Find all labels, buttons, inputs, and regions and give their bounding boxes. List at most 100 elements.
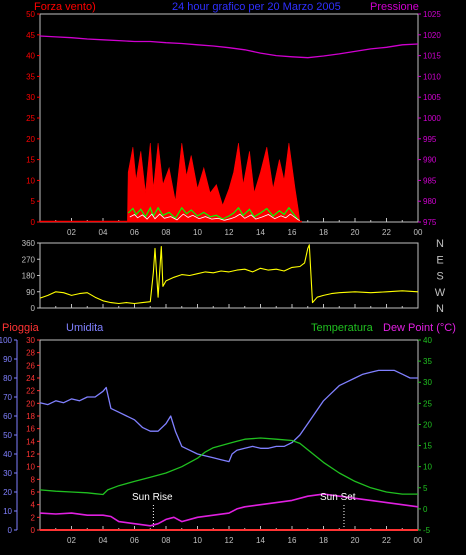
pressure-axis-tick-label: 980: [423, 197, 437, 206]
pressure-axis-tick-label: 995: [423, 135, 437, 144]
wind-axis-tick-label: 5: [31, 197, 36, 206]
temperature-axis-tick-label: -5: [423, 526, 431, 535]
rain-axis-tick-label: 6: [31, 488, 36, 497]
direction-axis-tick-label: 180: [22, 272, 36, 281]
humidity-line: [39, 369, 418, 463]
wind-pressure-x-label: 20: [351, 228, 360, 237]
humidity-axis-tick-label: 70: [3, 393, 12, 402]
direction-axis-tick-label: 90: [26, 288, 35, 297]
humidity-axis-tick-label: 10: [3, 507, 12, 516]
pressure-axis-tick-label: 1015: [423, 52, 441, 61]
wind-axis-tick-label: 25: [26, 114, 35, 123]
rain-humidity-x-label: 20: [351, 536, 360, 545]
temperature-axis-tick-label: 20: [423, 420, 432, 429]
humidity-axis-tick-label: 50: [3, 431, 12, 440]
rain-axis-tick-label: 20: [26, 399, 35, 408]
wind-axis-label: Forza vento): [34, 1, 96, 13]
wind-axis-tick-label: 10: [26, 176, 35, 185]
temperature-axis-tick-label: 10: [423, 463, 432, 472]
temperature-axis-label: Temperatura: [311, 322, 374, 334]
rain-humidity-x-label: 14: [256, 536, 265, 545]
humidity-axis-tick-label: 80: [3, 374, 12, 383]
sunrise-annotation: Sun Rise: [132, 492, 173, 503]
pressure-axis-tick-label: 1005: [423, 93, 441, 102]
wind-pressure-x-label: 06: [130, 228, 139, 237]
rain-humidity-x-label: 08: [162, 536, 171, 545]
pressure-line: [39, 35, 419, 59]
temperature-axis-tick-label: 40: [423, 336, 432, 345]
wind-direction-line: [39, 244, 419, 305]
pressure-axis-label: Pressione: [370, 1, 419, 13]
wind-axis-tick-label: 40: [26, 52, 35, 61]
humidity-axis-tick-label: 30: [3, 469, 12, 478]
wind-axis-tick-label: 20: [26, 135, 35, 144]
rain-humidity-x-label: 10: [193, 536, 202, 545]
wind-axis-tick-label: 50: [26, 10, 35, 19]
compass-label: W: [435, 287, 446, 299]
pressure-axis-tick-label: 1020: [423, 31, 441, 40]
wind-pressure-x-label: 00: [414, 228, 423, 237]
humidity-axis-tick-label: 20: [3, 488, 12, 497]
wind-min-line: [129, 213, 301, 222]
dewpoint-axis-label: Dew Point (°C): [383, 322, 456, 334]
dewpoint-line: [39, 493, 419, 527]
rain-humidity-frame: [39, 339, 419, 531]
rain-axis-tick-label: 2: [31, 513, 36, 522]
direction-axis-tick-label: 0: [31, 304, 36, 313]
humidity-axis-label: Umidita: [66, 322, 104, 334]
humidity-axis-tick-label: 90: [3, 355, 12, 364]
wind-pressure-x-label: 02: [67, 228, 76, 237]
temperature-axis-tick-label: 30: [423, 378, 432, 387]
pressure-axis-tick-label: 990: [423, 156, 437, 165]
pressure-axis-tick-label: 985: [423, 176, 437, 185]
humidity-axis-tick-label: 60: [3, 412, 12, 421]
wind-pressure-x-label: 18: [319, 228, 328, 237]
rain-axis-tick-label: 18: [26, 412, 35, 421]
wind-axis-tick-label: 30: [26, 93, 35, 102]
pressure-axis-tick-label: 1010: [423, 72, 441, 81]
wind-axis-tick-label: 35: [26, 72, 35, 81]
pressure-axis-tick-label: 1000: [423, 114, 441, 123]
rain-humidity-x-label: 16: [288, 536, 297, 545]
rain-axis-tick-label: 26: [26, 361, 35, 370]
rain-axis-tick-label: 10: [26, 463, 35, 472]
rain-axis-label: Pioggia: [2, 322, 40, 334]
wind-speed-area: [127, 142, 301, 223]
humidity-axis-tick-label: 40: [3, 450, 12, 459]
sunset-annotation: Sun Set: [320, 492, 356, 503]
wind-pressure-x-label: 04: [99, 228, 108, 237]
rain-axis-tick-label: 0: [31, 526, 36, 535]
rain-axis-tick-label: 8: [31, 475, 36, 484]
compass-label: S: [436, 271, 443, 283]
rain-humidity-temperature-panel: 0 10 20 30 40 50 60 70 80 90 100 0 2 4 6 8 10 12 14 16 18 20 2…: [0, 336, 432, 545]
temperature-axis-tick-label: 35: [423, 357, 432, 366]
wind-gust-line: [127, 206, 299, 221]
rain-humidity-x-label: 06: [130, 536, 139, 545]
wind-pressure-x-label: 12: [225, 228, 234, 237]
temperature-axis-tick-label: 15: [423, 442, 432, 451]
temperature-axis-tick-label: 25: [423, 399, 432, 408]
wind-pressure-x-label: 14: [256, 228, 265, 237]
wind-pressure-x-label: 16: [288, 228, 297, 237]
wind-axis-tick-label: 0: [31, 218, 36, 227]
rain-axis-tick-label: 4: [31, 501, 36, 510]
direction-axis-tick-label: 270: [22, 255, 36, 264]
compass-label: N: [436, 238, 444, 250]
rain-axis-tick-label: 22: [26, 387, 35, 396]
rain-humidity-x-label: 22: [382, 536, 391, 545]
wind-axis-tick-label: 15: [26, 156, 35, 165]
temperature-line: [39, 437, 418, 496]
compass-label: N: [436, 303, 444, 315]
rain-axis-tick-label: 16: [26, 425, 35, 434]
rain-axis-tick-label: 12: [26, 450, 35, 459]
compass-label: E: [436, 254, 443, 266]
pressure-axis-tick-label: 1025: [423, 10, 441, 19]
wind-pressure-x-label: 08: [162, 228, 171, 237]
direction-axis-tick-label: 360: [22, 239, 36, 248]
rain-axis-tick-label: 30: [26, 336, 35, 345]
temperature-axis-tick-label: 0: [423, 505, 428, 514]
humidity-axis-tick-label: 100: [0, 336, 13, 345]
wind-pressure-panel: 0510152025303540455097598098599099510001…: [26, 10, 441, 237]
rain-humidity-x-label: 04: [99, 536, 108, 545]
